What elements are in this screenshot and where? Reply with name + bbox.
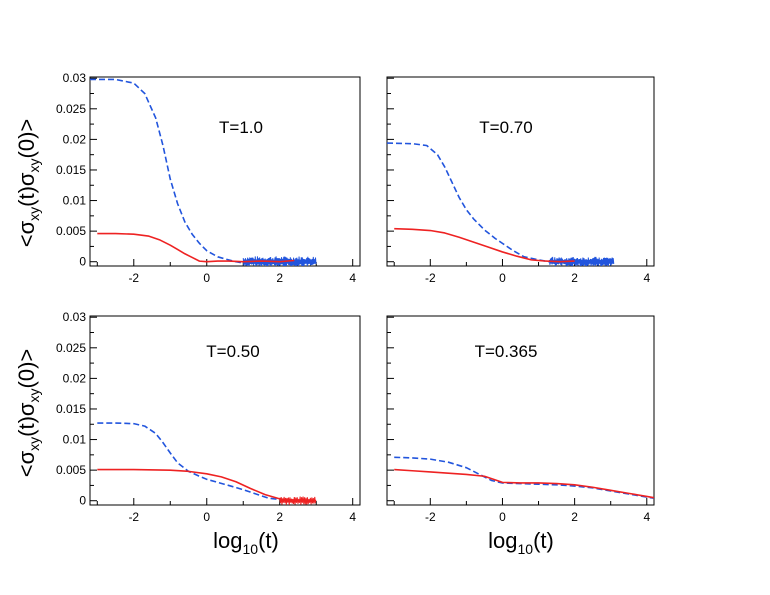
y-tick-label: 0.015 [56, 402, 86, 416]
series-group [394, 456, 654, 500]
series-dashed [97, 422, 302, 502]
x-tick-label: -2 [425, 271, 436, 285]
series-solid [97, 468, 317, 502]
x-tick-label: 2 [276, 510, 283, 524]
x-tick-label: 2 [571, 510, 578, 524]
series-solid [394, 468, 654, 499]
y-axis-title-top: <σxy(t)σxy(0)> [14, 119, 42, 248]
x-tick-label: 4 [349, 271, 356, 285]
y-tick-label: 0.025 [56, 102, 86, 116]
series-group [97, 422, 317, 505]
y-tick-label: 0.03 [63, 310, 87, 324]
y-tick-label: 0.02 [63, 371, 87, 385]
series-dashed [387, 142, 550, 263]
series-solid-noise [279, 496, 316, 505]
plot-frame [386, 76, 655, 267]
panel-title: T=0.70 [479, 118, 532, 137]
y-tick-label: 0.015 [56, 163, 86, 177]
x-tick-label: 0 [203, 271, 210, 285]
plot-frame [386, 315, 655, 506]
x-axis-title-left: log10(t) [213, 528, 279, 557]
panel-title: T=1.0 [219, 118, 263, 137]
panel-title: T=0.50 [206, 342, 259, 361]
series-dashed [394, 456, 654, 500]
panel-4: -2 0 2 4 T=0.365 [386, 315, 655, 524]
x-tick-label: 4 [349, 510, 356, 524]
y-tick-label: 0 [79, 255, 86, 269]
plot-frame [89, 76, 361, 267]
x-tick-label: -2 [128, 271, 139, 285]
plot-frame [89, 315, 361, 506]
series-dashed [90, 78, 244, 264]
x-tick-label: -2 [128, 510, 139, 524]
panel-1: -2 0 2 4 0 0.005 0.01 0.015 0.02 0.025 0.03 T=1.0 [56, 71, 361, 285]
series-group [90, 78, 317, 266]
series-solid [97, 232, 295, 263]
x-tick-label: 0 [203, 510, 210, 524]
y-tick-label: 0.03 [63, 71, 87, 85]
x-tick-label: 0 [499, 510, 506, 524]
y-tick-label: 0.025 [56, 341, 86, 355]
y-tick-label: 0 [79, 494, 86, 508]
x-tick-label: 0 [499, 271, 506, 285]
x-axis-title-right: log10(t) [488, 528, 554, 557]
series-dashed-noise [548, 256, 615, 266]
y-tick-label: 0.005 [56, 463, 86, 477]
x-tick-label: 2 [571, 271, 578, 285]
panel-3: -2 0 2 4 0 0.005 0.01 0.015 0.02 0.025 0.03 T=0.50 [56, 310, 361, 524]
x-tick-label: -2 [425, 510, 436, 524]
series-group [387, 142, 615, 266]
series-solid [394, 227, 575, 263]
x-tick-label: 4 [643, 271, 650, 285]
panel-title: T=0.365 [475, 342, 538, 361]
y-axis-title-bottom: <σxy(t)σxy(0)> [14, 349, 42, 478]
x-tick-label: 2 [276, 271, 283, 285]
y-tick-label: 0.01 [63, 433, 87, 447]
panel-2: -2 0 2 4 T=0.70 [386, 76, 655, 285]
y-tick-label: 0.005 [56, 224, 86, 238]
x-tick-label: 4 [643, 510, 650, 524]
y-tick-label: 0.01 [63, 194, 87, 208]
panels: -2 0 2 400.0050.010.0150.020.0250.03T=1.0-2… [56, 71, 655, 524]
y-tick-label: 0.02 [63, 132, 87, 146]
